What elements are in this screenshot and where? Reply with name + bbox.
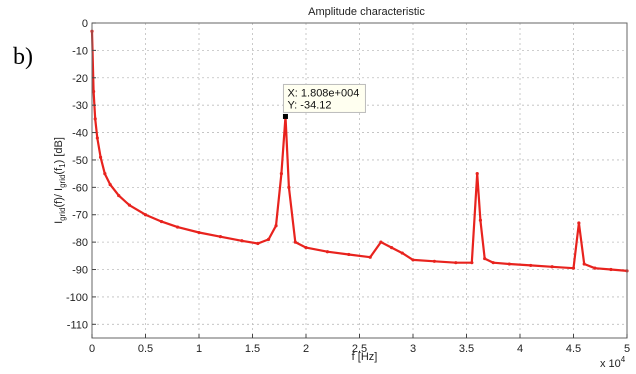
y-tick-label: -10 <box>72 45 88 57</box>
y-tick-label: -70 <box>72 210 88 222</box>
y-tick-label: -100 <box>66 292 88 304</box>
datatip-box <box>282 83 366 113</box>
data-point <box>368 255 372 259</box>
x-tick-label: 4.5 <box>566 343 581 355</box>
data-point <box>478 218 483 222</box>
data-point <box>93 117 97 121</box>
y-tick-label: -40 <box>72 128 88 140</box>
y-tick-label: -30 <box>72 100 88 112</box>
panel-label: b) <box>13 44 33 70</box>
data-point <box>483 256 487 261</box>
data-point <box>143 213 148 217</box>
data-point <box>475 172 479 176</box>
data-point <box>218 235 222 239</box>
data-point <box>127 203 132 207</box>
x-tick-label: 3.5 <box>459 343 474 355</box>
x-tick-label: 0.5 <box>138 343 153 355</box>
y-tick-label: -90 <box>72 265 88 277</box>
data-point <box>197 230 201 235</box>
x-tick-label: 5 <box>624 343 630 355</box>
series-layer <box>90 29 629 273</box>
data-point <box>92 89 96 94</box>
data-point <box>256 241 260 246</box>
data-point <box>95 136 99 140</box>
data-point <box>287 185 291 189</box>
datatip-x-text: X: 1.808e+004 <box>287 87 359 99</box>
axes-box <box>91 22 628 339</box>
x-axis-label: f [Hz] <box>352 351 378 363</box>
y-tick-label: -80 <box>72 237 88 249</box>
data-point <box>108 183 112 187</box>
x-tick-label: 2 <box>303 343 309 355</box>
x-axis-exponent: x 104 <box>600 355 626 370</box>
x-tick-label: 4 <box>517 343 523 355</box>
data-point <box>304 246 308 250</box>
data-point <box>240 239 244 243</box>
data-point <box>577 221 581 225</box>
data-point <box>432 259 436 263</box>
y-tick-label: 0 <box>82 18 88 30</box>
data-point <box>266 237 271 241</box>
data-point <box>293 240 297 244</box>
y-tick-label: -110 <box>67 319 88 331</box>
series-line <box>90 31 628 272</box>
data-point <box>411 258 415 262</box>
x-tick-label: 2.5 <box>352 343 367 355</box>
data-point <box>176 225 180 229</box>
y-tick-label: -50 <box>72 155 88 167</box>
data-point <box>274 224 278 228</box>
data-point <box>454 261 458 265</box>
tick-layer: 0 0.5 1 1.5 2 2.5 3 3.5 4 4.5 5 0 -10 -20 -30 -40 -50 -60… <box>66 18 630 355</box>
data-point <box>347 252 351 257</box>
data-point <box>571 266 576 270</box>
chart-title: Amplitude characteristic <box>308 6 425 18</box>
data-point <box>103 172 107 176</box>
data-point <box>159 219 164 224</box>
data-point <box>98 155 103 159</box>
data-point <box>379 240 383 244</box>
datatip[interactable]: X: 1.808e+004 Y: -34.12 <box>282 83 366 119</box>
grid-layer <box>91 22 628 338</box>
data-point <box>609 267 613 272</box>
data-point <box>470 261 474 265</box>
y-tick-label: -20 <box>72 73 88 85</box>
data-point <box>491 261 495 265</box>
x-tick-label: 0 <box>89 343 95 355</box>
x-tick-label: 1 <box>196 343 202 355</box>
data-point <box>593 266 597 270</box>
data-point <box>550 265 554 269</box>
x-tick-label: 3 <box>410 343 416 355</box>
data-point <box>117 193 121 198</box>
data-point <box>400 251 404 255</box>
data-point <box>582 262 586 266</box>
y-axis-label: Igrid(f)/ Igrid(f1) [dB] <box>53 137 67 224</box>
y-tick-label: -60 <box>72 182 88 194</box>
datatip-y-text: Y: -34.12 <box>287 99 331 111</box>
data-point <box>390 246 394 250</box>
data-point <box>279 172 283 176</box>
data-point <box>529 263 533 268</box>
x-tick-label: 1.5 <box>245 343 260 355</box>
data-point <box>325 250 329 254</box>
datatip-marker <box>282 113 288 119</box>
data-point <box>507 262 511 266</box>
